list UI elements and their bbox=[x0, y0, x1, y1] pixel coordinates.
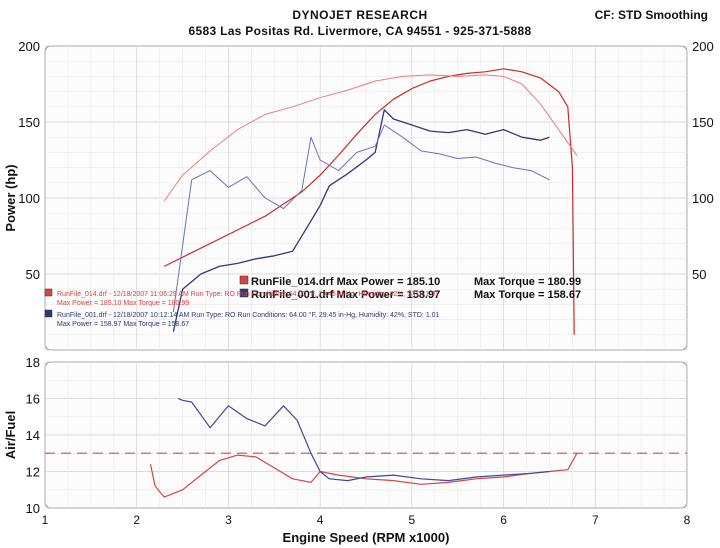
power-ytick-left: 200 bbox=[18, 39, 40, 54]
power-series-group bbox=[163, 68, 578, 335]
power-ytick-right: 200 bbox=[692, 39, 714, 54]
legend-torque-label: Max Torque = 158.67 bbox=[474, 289, 581, 301]
rpm-xtick: 8 bbox=[684, 513, 691, 527]
rpm-xtick: 1 bbox=[42, 513, 49, 527]
rpm-xtick: 2 bbox=[133, 513, 140, 527]
rpm-xtick: 7 bbox=[592, 513, 599, 527]
power-ytick-right: 100 bbox=[692, 191, 714, 206]
rpm-axis-title: Engine Speed (RPM x1000) bbox=[283, 530, 450, 545]
rpm-xtick: 4 bbox=[317, 513, 324, 527]
rpm-xtick: 3 bbox=[225, 513, 232, 527]
series-line-runfile-001-torque bbox=[172, 124, 550, 313]
series-line-runfile-001-power bbox=[172, 109, 550, 332]
afr-ytick: 10 bbox=[26, 501, 40, 516]
run-info-line1: RunFile_001.drf - 12/18/2007 10:12:14 AM… bbox=[57, 311, 440, 319]
rpm-xtick: 5 bbox=[409, 513, 416, 527]
run-info-line2: Max Power = 158.97 Max Torque = 158.67 bbox=[57, 321, 189, 328]
afr-series-group bbox=[149, 397, 578, 498]
power-ytick-left: 150 bbox=[18, 115, 40, 130]
power-grid bbox=[44, 45, 688, 351]
dyno-title: DYNOJET RESEARCH bbox=[292, 8, 428, 22]
rpm-xtick: 6 bbox=[500, 513, 507, 527]
dyno-address: 6583 Las Positas Rd. Livermore, CA 94551… bbox=[188, 24, 532, 38]
afr-ytick: 18 bbox=[26, 355, 40, 370]
legend-swatch bbox=[239, 288, 249, 298]
correction-factor-note: CF: STD Smoothing bbox=[594, 8, 708, 22]
series-line-runfile-014-torque bbox=[163, 74, 578, 202]
legend-run-label: RunFile_014.drf Max Power = 185.10 bbox=[251, 276, 440, 288]
power-ytick-left: 50 bbox=[26, 267, 40, 282]
afr-ytick: 16 bbox=[26, 392, 40, 407]
series-line-runfile-014-power bbox=[163, 68, 575, 335]
run-info-line1: RunFile_014.drf - 12/18/2007 11:06:29 AM… bbox=[57, 290, 439, 298]
power-ytick-right: 150 bbox=[692, 115, 714, 130]
legend-swatch bbox=[239, 275, 249, 285]
afr-axis-title: Air/Fuel bbox=[3, 411, 18, 459]
run-info-swatch bbox=[44, 309, 53, 318]
series-line-runfile-001-afr bbox=[177, 397, 550, 482]
run-info-line2: Max Power = 185.10 Max Torque = 180.99 bbox=[57, 300, 189, 307]
afr-ytick: 12 bbox=[26, 465, 40, 480]
legend-torque-label: Max Torque = 180.99 bbox=[474, 276, 581, 288]
power-ytick-left: 100 bbox=[18, 191, 40, 206]
power-ytick-right: 50 bbox=[692, 267, 706, 282]
run-info-swatch bbox=[44, 288, 53, 297]
afr-ytick: 14 bbox=[26, 428, 40, 443]
power-axis-title: Power (hp) bbox=[3, 164, 18, 231]
legend-run-label: RunFile_001.drf Max Power = 158.97 bbox=[251, 289, 440, 301]
